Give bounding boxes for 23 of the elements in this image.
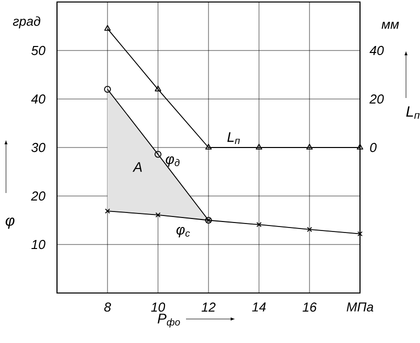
y-tick-label: 40 (31, 94, 46, 104)
x-tick-label: 10 (151, 302, 166, 312)
x-tick-label: 12 (202, 302, 216, 312)
series-label: φ$_{с}$ (176, 226, 190, 238)
y-tick-label: 10 (31, 240, 46, 250)
y2-tick-label: 0 (370, 142, 377, 152)
x-tick-label: МПа (346, 302, 374, 312)
y-tick-label: 30 (31, 142, 46, 152)
series-label: L$_{п}$ (227, 132, 240, 144)
x-tick-label: 16 (302, 302, 317, 312)
series-label: φ$_{д}$ (166, 156, 180, 167)
annotation: A (132, 162, 142, 172)
x-tick-label: 8 (104, 302, 112, 312)
y-axis-title: φ (6, 218, 14, 229)
y2-tick-label: 40 (370, 46, 384, 56)
y2-tick-label: 20 (369, 94, 384, 104)
y-tick-label: 20 (30, 191, 46, 201)
y-tick-label: 50 (31, 46, 46, 56)
x-tick-label: 14 (252, 302, 266, 312)
y2-axis-title: L$_{п}$ (406, 106, 420, 119)
x-axis-title: P$_{фо}$ (158, 314, 180, 328)
text: град (13, 16, 40, 28)
text: мм (382, 22, 399, 29)
